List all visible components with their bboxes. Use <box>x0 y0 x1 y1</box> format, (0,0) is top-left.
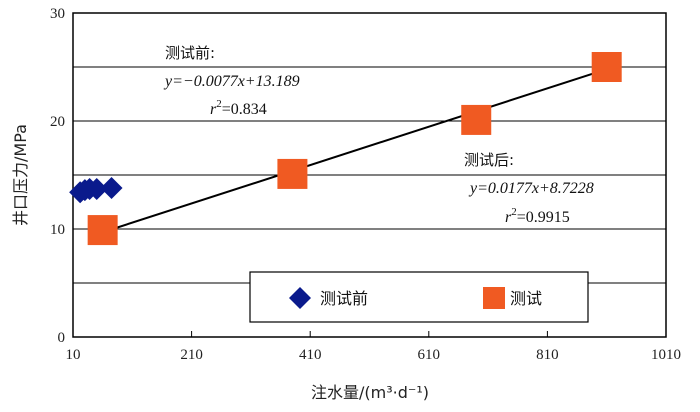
marker-test <box>277 158 308 189</box>
y-axis-label: 井口压力/MPa <box>11 124 30 226</box>
r2-superscript: 2 <box>511 206 517 218</box>
r2-value: =0.834 <box>222 101 267 118</box>
legend-marker-test <box>483 287 505 309</box>
legend-marker-before <box>289 287 311 309</box>
marker-test <box>591 52 622 82</box>
r2-superscript: 2 <box>216 98 222 110</box>
r2-symbol: r <box>210 101 217 118</box>
legend-label: 测试前 <box>320 289 368 308</box>
x-tick-label: 10 <box>66 347 81 363</box>
annotation-before-title: 测试前: <box>165 44 215 62</box>
r2-value: =0.9915 <box>517 209 570 226</box>
y-tick-label: 30 <box>50 6 65 22</box>
x-tick-label: 610 <box>418 347 441 363</box>
annotation-after-equation: y=0.0177x+8.7228 <box>468 180 594 197</box>
annotation-after-r2: r2=0.9915 <box>505 206 570 226</box>
y-tick-label: 0 <box>58 330 66 346</box>
fit-line <box>102 68 608 234</box>
annotation-before-r2: r2=0.834 <box>210 98 267 118</box>
y-tick-label: 20 <box>50 114 65 130</box>
legend-items: 测试前 测试 <box>289 287 542 309</box>
y-axis-ticks: 0 10 20 30 <box>50 6 79 346</box>
marker-test <box>461 104 492 135</box>
data-markers <box>69 52 622 246</box>
marker-test <box>87 215 118 246</box>
x-tick-label: 1010 <box>651 347 681 363</box>
marker-before <box>100 176 123 199</box>
x-tick-label: 410 <box>299 347 322 363</box>
legend-box <box>249 271 589 323</box>
legend: 测试前 测试 <box>249 271 589 323</box>
marker-before <box>85 178 108 201</box>
legend-label: 测试 <box>510 289 542 308</box>
annotation-after-title: 测试后: <box>464 151 514 169</box>
x-axis-ticks: 10 210 410 610 810 1010 <box>66 331 681 363</box>
annotation-before-equation: y=−0.0077x+13.189 <box>163 73 300 90</box>
x-tick-label: 210 <box>180 347 203 363</box>
x-tick-label: 810 <box>536 347 559 363</box>
r2-symbol: r <box>505 209 512 226</box>
x-axis-label: 注水量/(m³·d⁻¹) <box>311 383 429 402</box>
y-tick-label: 10 <box>50 222 65 238</box>
